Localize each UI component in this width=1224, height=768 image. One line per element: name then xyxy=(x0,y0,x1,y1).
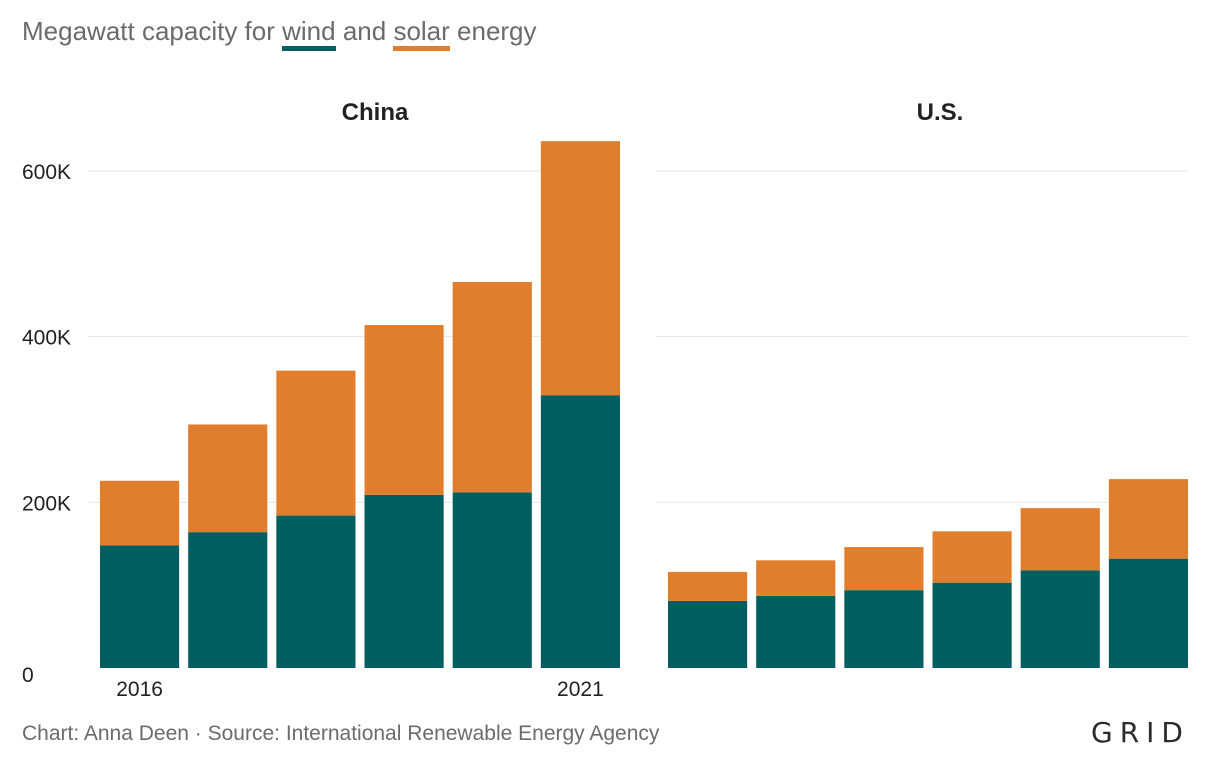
bar-wind xyxy=(276,515,356,668)
bar-solar xyxy=(100,480,180,546)
bar-wind xyxy=(100,545,180,668)
y-tick-label: 600K xyxy=(22,161,71,184)
grid-logo: GRID xyxy=(1091,716,1190,749)
bar-wind xyxy=(188,532,268,668)
bar-wind xyxy=(364,494,444,668)
bar-wind xyxy=(1020,570,1100,668)
title-middle: and xyxy=(335,16,394,46)
bar-solar xyxy=(364,325,444,495)
bar-wind xyxy=(932,582,1012,668)
bar-wind xyxy=(844,590,924,668)
bar-solar xyxy=(844,547,924,591)
bar-wind xyxy=(668,600,748,668)
chart-title: Megawatt capacity for wind and solar ene… xyxy=(22,16,537,51)
y-tick-label: 200K xyxy=(22,492,71,515)
bar-wind xyxy=(540,395,620,668)
bar-solar xyxy=(188,424,268,533)
bar-solar xyxy=(756,560,836,596)
bar-solar xyxy=(1108,479,1188,559)
bar-wind xyxy=(1108,558,1188,668)
bar-solar xyxy=(1020,508,1100,571)
y-tick-label: 0 xyxy=(22,664,34,687)
bar-wind xyxy=(452,492,532,668)
source-credit: Chart: Anna Deen · Source: International… xyxy=(22,722,660,745)
x-tick-label: 2016 xyxy=(116,678,163,701)
bar-solar xyxy=(452,281,532,493)
legend-solar-key: solar xyxy=(393,16,451,51)
x-tick-label: 2021 xyxy=(557,678,604,701)
bar-solar xyxy=(540,141,620,396)
title-suffix: energy xyxy=(449,16,537,46)
bar-solar xyxy=(932,531,1012,583)
panel-title: U.S. xyxy=(917,99,964,126)
title-prefix: Megawatt capacity for xyxy=(22,16,283,46)
bar-wind xyxy=(756,595,836,668)
bar-solar xyxy=(276,370,356,516)
bar-solar xyxy=(668,571,748,601)
panel-title: China xyxy=(342,99,409,126)
y-tick-label: 400K xyxy=(22,327,71,350)
legend-wind-key: wind xyxy=(282,16,337,51)
